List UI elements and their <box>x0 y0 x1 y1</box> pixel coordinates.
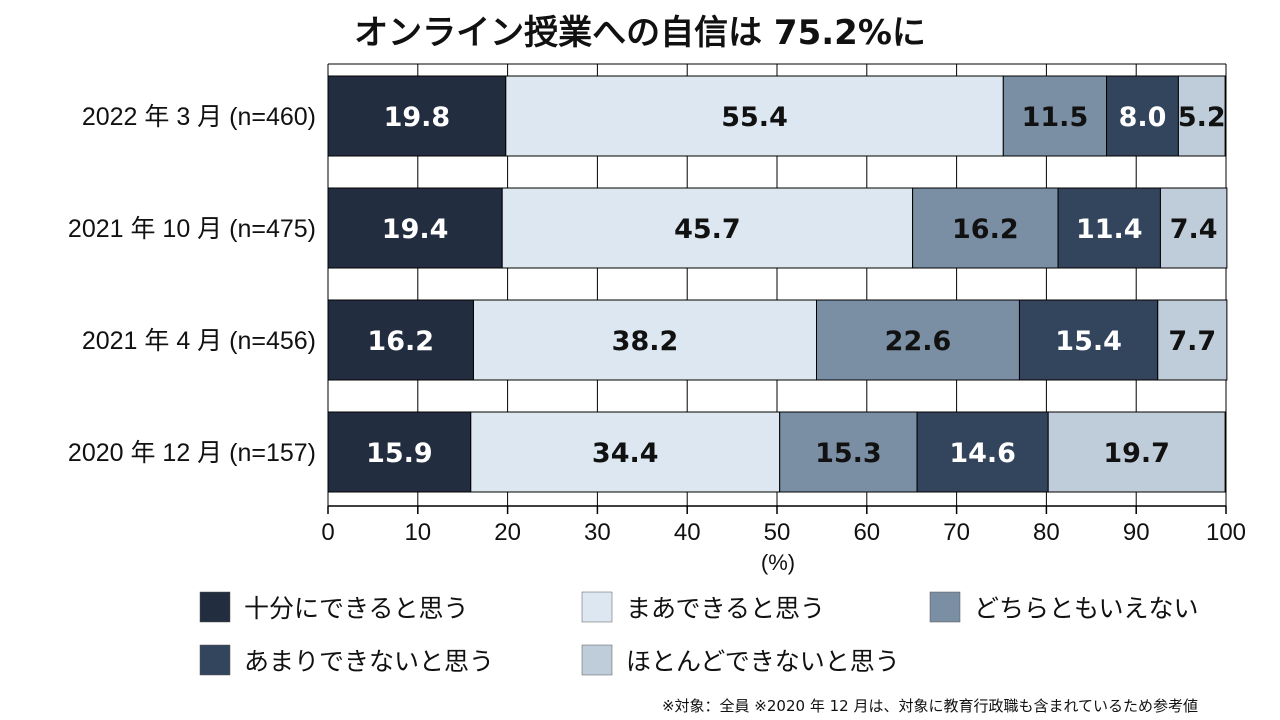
bar-segment <box>470 411 781 493</box>
legend-label: どちらともいえない <box>974 594 1199 623</box>
legend-swatch <box>929 591 961 623</box>
legend-label: 十分にできると思う <box>244 594 469 623</box>
bar-value-label: 45.7 <box>674 214 741 245</box>
x-tick-label: 70 <box>943 519 970 546</box>
bar-value-label: 16.2 <box>367 326 434 357</box>
x-tick-label: 40 <box>674 519 701 546</box>
bar-segment <box>912 187 1059 269</box>
bar-value-label: 11.4 <box>1076 214 1143 245</box>
bar-segment <box>1157 299 1228 381</box>
bar-segment <box>1047 411 1226 493</box>
bar-value-label: 7.4 <box>1170 214 1218 245</box>
bar-segment <box>916 411 1049 493</box>
legend-swatch <box>581 644 613 676</box>
x-tick-label: 90 <box>1123 519 1150 546</box>
bar-segment <box>501 187 914 269</box>
bar-value-label: 16.2 <box>952 214 1019 245</box>
legend-label: ほとんどできないと思う <box>626 647 900 676</box>
category-label: 2020 年 12 月 (n=157) <box>68 439 316 467</box>
bar-value-label: 55.4 <box>721 102 788 133</box>
bar-value-label: 19.4 <box>382 214 449 245</box>
bar-value-label: 19.7 <box>1103 438 1170 469</box>
bar-segment <box>327 75 507 157</box>
bar-segment <box>1057 187 1161 269</box>
x-axis-unit-label: (%) <box>761 550 795 575</box>
bar-segment <box>1002 75 1108 157</box>
bar-value-label: 5.2 <box>1178 102 1226 133</box>
bar-segment <box>1106 75 1179 157</box>
x-tick-label: 0 <box>321 519 334 546</box>
legend-swatch <box>199 644 231 676</box>
chart-title: オンライン授業への自信は 75.2%に <box>354 13 926 53</box>
x-tick-label: 10 <box>404 519 431 546</box>
x-tick-label: 30 <box>584 519 611 546</box>
x-tick-label: 80 <box>1033 519 1060 546</box>
bar-value-label: 22.6 <box>885 326 952 357</box>
category-label: 2021 年 10 月 (n=475) <box>68 215 316 243</box>
bar-value-label: 19.8 <box>384 102 451 133</box>
legend-label: あまりできないと思う <box>244 647 494 676</box>
bar-segment <box>779 411 918 493</box>
footnote: ※対象：全員 ※2020 年 12 月は、対象に教育行政職も含まれているため参考… <box>662 697 1198 715</box>
x-tick-label: 20 <box>494 519 521 546</box>
x-tick-label: 100 <box>1206 519 1246 546</box>
legend-swatch <box>581 591 613 623</box>
x-tick-label: 50 <box>764 519 791 546</box>
bars: 19.8 55.4 11.5 8.0 5.2 19.4 45.7 16.2 11.4 7.4 16.… <box>327 75 1228 493</box>
bar-value-label: 34.4 <box>592 438 659 469</box>
bar-segment <box>327 187 503 269</box>
bar-segment <box>472 299 818 381</box>
bar-value-label: 8.0 <box>1119 102 1167 133</box>
bar-segment <box>1018 299 1159 381</box>
bar-segment <box>1177 75 1226 157</box>
bar-segment <box>816 299 1020 381</box>
bar-value-label: 15.4 <box>1055 326 1122 357</box>
category-label: 2022 年 3 月 (n=460) <box>82 103 316 131</box>
legend-label: まあできると思う <box>626 594 825 623</box>
bar-segment <box>327 299 474 381</box>
legend-swatch <box>199 591 231 623</box>
bar-value-label: 7.7 <box>1168 326 1216 357</box>
bar-value-label: 15.3 <box>815 438 882 469</box>
bar-value-label: 14.6 <box>949 438 1016 469</box>
category-label: 2021 年 4 月 (n=456) <box>82 327 316 355</box>
bar-segment <box>1159 187 1228 269</box>
x-axis: 0 10 20 30 40 50 60 70 80 90 100 <box>321 505 1246 546</box>
bar-value-label: 15.9 <box>366 438 433 469</box>
category-labels: 2022 年 3 月 (n=460) 2021 年 10 月 (n=475) 202… <box>68 103 316 467</box>
bar-value-label: 11.5 <box>1022 102 1089 133</box>
x-tick-label: 60 <box>853 519 880 546</box>
bar-value-label: 38.2 <box>612 326 679 357</box>
bar-segment <box>327 411 472 493</box>
